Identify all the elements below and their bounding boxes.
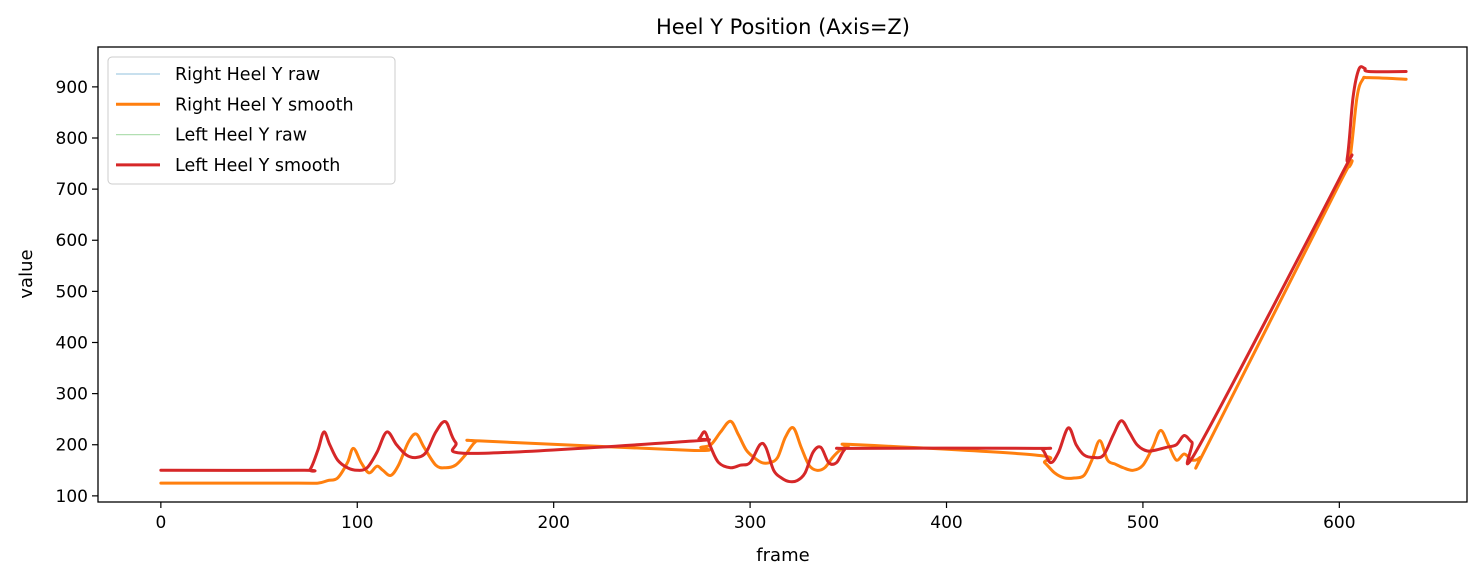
y-tick-label: 300: [56, 385, 88, 405]
legend-items: Right Heel Y raw Right Heel Y smooth Left …: [116, 65, 354, 176]
y-tick-label: 800: [56, 129, 88, 149]
x-axis-label: frame: [756, 545, 809, 566]
y-tick-label: 900: [56, 78, 88, 98]
x-tick-label: 500: [1127, 513, 1159, 533]
y-axis-label: value: [16, 249, 37, 298]
plot-frame: [97, 46, 1468, 503]
x-tick-label: 400: [930, 513, 962, 533]
legend-label-1: Right Heel Y raw: [175, 65, 320, 85]
x-tick-label: 100: [341, 513, 373, 533]
y-tick-label: 400: [56, 333, 88, 353]
y-tick-label: 600: [56, 231, 88, 251]
x-tick-label: 300: [734, 513, 766, 533]
y-tick-label: 200: [56, 436, 88, 456]
series-line-2: [159, 75, 1408, 485]
legend-label-4: Left Heel Y smooth: [175, 156, 340, 176]
x-tick-label: 200: [537, 513, 569, 533]
series-line-4: [159, 65, 1408, 484]
legend: Right Heel Y raw Right Heel Y smooth Left …: [107, 56, 396, 185]
y-tick-label: 100: [56, 487, 88, 507]
legend-label-2: Right Heel Y smooth: [175, 95, 354, 115]
legend-box: [107, 56, 396, 185]
y-tick-label: 700: [56, 180, 88, 200]
legend-label-3: Left Heel Y raw: [175, 126, 307, 146]
y-tick-label: 500: [56, 282, 88, 302]
x-tick-label: 600: [1323, 513, 1355, 533]
series-layer: [159, 65, 1408, 485]
ticks-layer: 0 100 200 300 400 500 600 100 200 300 400 500 600 700…: [56, 78, 1356, 533]
chart-title: Heel Y Position (Axis=Z): [656, 15, 910, 39]
x-tick-label: 0: [155, 513, 166, 533]
